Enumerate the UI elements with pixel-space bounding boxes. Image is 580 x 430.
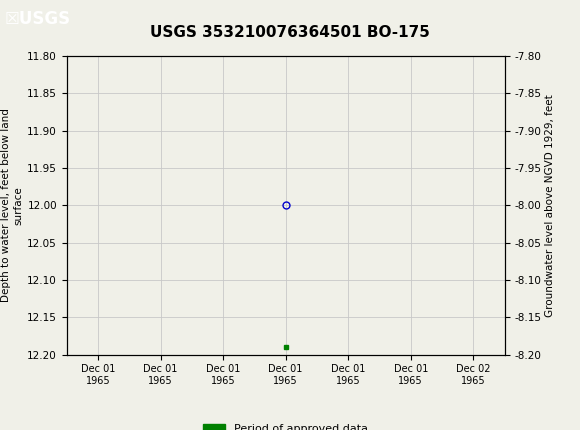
Y-axis label: Groundwater level above NGVD 1929, feet: Groundwater level above NGVD 1929, feet (545, 94, 556, 317)
Text: USGS 353210076364501 BO-175: USGS 353210076364501 BO-175 (150, 25, 430, 40)
Text: ☒USGS: ☒USGS (5, 10, 71, 28)
Y-axis label: Depth to water level, feet below land
surface: Depth to water level, feet below land su… (1, 108, 23, 302)
Legend: Period of approved data: Period of approved data (198, 420, 373, 430)
